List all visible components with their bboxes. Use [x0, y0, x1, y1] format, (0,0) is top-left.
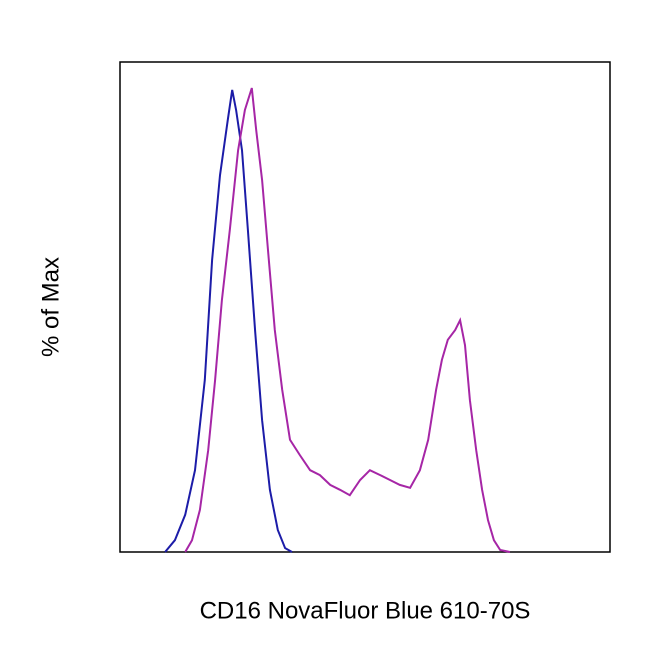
- y-axis-label: % of Max: [37, 257, 64, 357]
- histogram-line: [164, 89, 293, 553]
- plot-frame: [119, 61, 611, 553]
- x-axis-label: CD16 NovaFluor Blue 610-70S: [200, 597, 531, 624]
- histogram-line: [184, 87, 511, 553]
